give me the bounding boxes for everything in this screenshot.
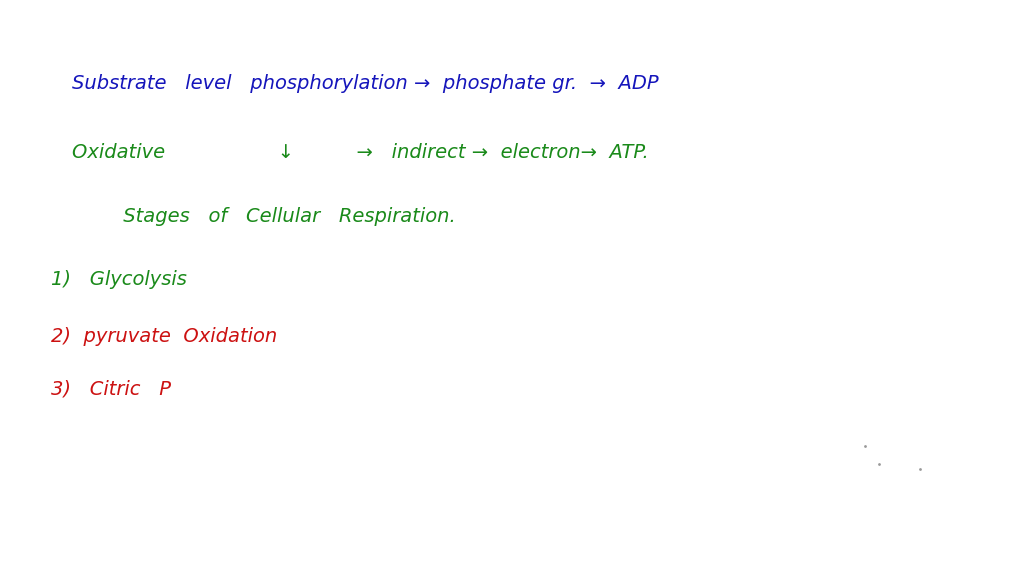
Text: Stages   of   Cellular   Respiration.: Stages of Cellular Respiration.: [92, 207, 456, 225]
Text: 3)   Citric   P: 3) Citric P: [51, 380, 171, 398]
Text: 1)   Glycolysis: 1) Glycolysis: [51, 270, 187, 289]
Text: 2)  pyruvate  Oxidation: 2) pyruvate Oxidation: [51, 328, 278, 346]
Text: Oxidative                  ↓          →   indirect →  electron→  ATP.: Oxidative ↓ → indirect → electron→ ATP.: [72, 143, 648, 162]
Text: Substrate   level   phosphorylation →  phosphate gr.  →  ADP: Substrate level phosphorylation → phosph…: [72, 74, 658, 93]
